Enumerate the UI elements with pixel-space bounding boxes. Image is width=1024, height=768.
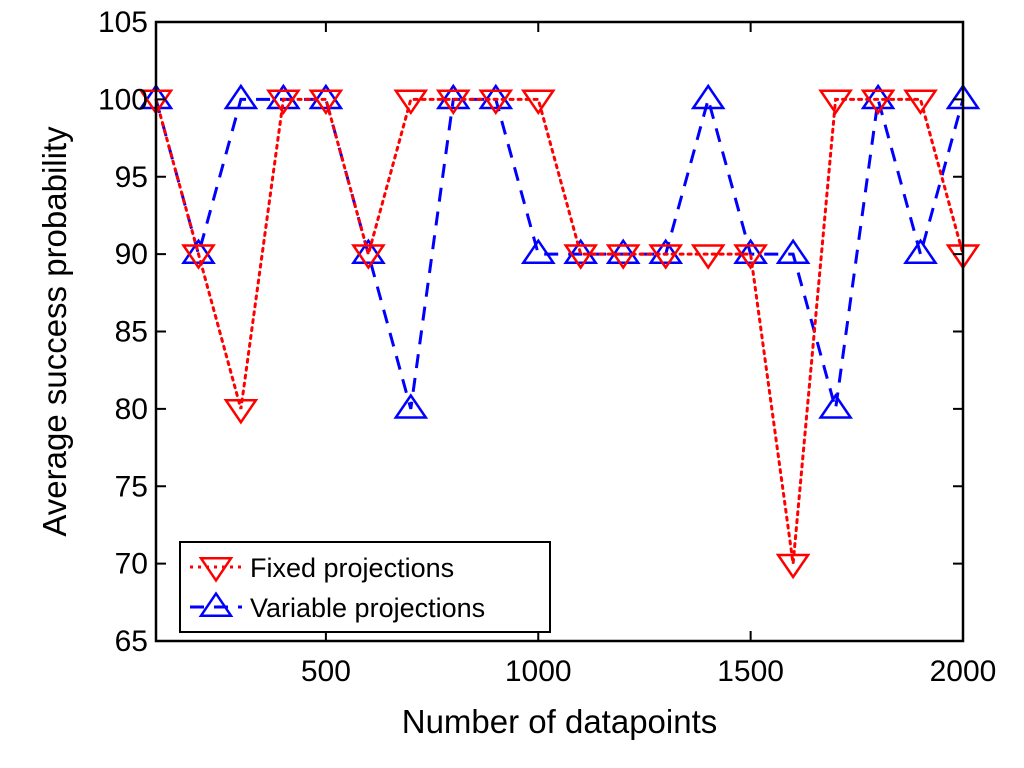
data-point-marker	[818, 89, 853, 116]
series-fixed	[138, 89, 981, 580]
data-point-marker	[860, 89, 896, 116]
legend: Fixed projections Variable projections	[179, 541, 551, 633]
data-point-marker	[648, 238, 684, 265]
data-point-marker	[818, 393, 853, 419]
series-line	[154, 97, 965, 564]
data-point-marker	[648, 244, 684, 270]
x-tick-label: 2000	[930, 655, 997, 688]
data-point-marker	[308, 83, 344, 110]
data-point-marker	[266, 89, 301, 116]
y-tick-label: 95	[115, 161, 148, 194]
data-point-marker	[478, 89, 514, 116]
data-point-marker	[903, 238, 938, 265]
y-tick-label: 105	[98, 6, 148, 39]
data-point-marker	[775, 553, 811, 580]
y-tick-label: 70	[115, 548, 148, 581]
data-point-marker	[478, 83, 514, 110]
data-point-marker	[393, 393, 429, 419]
data-point-marker	[690, 83, 726, 110]
x-tick-label: 500	[301, 655, 351, 688]
data-point-marker	[605, 244, 641, 270]
data-point-marker	[351, 244, 386, 270]
y-tick-label: 80	[115, 393, 148, 426]
x-tick-label: 1500	[717, 655, 784, 688]
legend-entry: Fixed projections	[190, 553, 454, 583]
data-point-marker	[563, 238, 599, 265]
data-point-marker	[435, 89, 471, 116]
data-point-marker	[181, 244, 216, 270]
legend-marker	[198, 591, 234, 617]
y-tick-label: 85	[115, 316, 148, 349]
y-tick-label: 65	[115, 625, 148, 658]
x-axis-label: Number of datapoints	[402, 703, 718, 740]
legend-label: Variable projections	[250, 593, 485, 623]
series-layer	[138, 83, 981, 580]
data-point-marker	[775, 238, 811, 265]
data-point-marker	[223, 398, 259, 425]
data-point-marker	[860, 83, 896, 110]
y-tick-label: 100	[98, 83, 148, 116]
y-axis-label: Average success probability	[36, 126, 73, 537]
data-point-marker	[733, 244, 768, 270]
data-point-marker	[223, 83, 259, 110]
data-point-marker	[520, 238, 556, 265]
data-point-marker	[393, 89, 429, 116]
y-tick-label: 75	[115, 470, 148, 503]
legend-items: Fixed projections Variable projections	[190, 553, 485, 623]
legend-box	[179, 541, 551, 633]
data-point-marker	[563, 244, 599, 270]
y-tick-label: 90	[115, 238, 148, 271]
legend-label: Fixed projections	[250, 553, 454, 583]
x-tick-label: 1000	[505, 655, 572, 688]
legend-entry: Variable projections	[190, 591, 485, 623]
data-point-marker	[435, 83, 471, 110]
data-point-marker	[690, 244, 726, 270]
legend-marker	[198, 557, 234, 583]
data-point-marker	[308, 89, 344, 116]
data-point-marker	[605, 238, 641, 265]
data-point-marker	[181, 238, 216, 265]
data-point-marker	[903, 89, 938, 116]
data-point-marker	[351, 238, 386, 265]
ticks-layer: 65 70 75 80 85 90 95 100 105 500 1000 1500 2000	[98, 6, 996, 688]
data-point-marker	[520, 89, 556, 116]
